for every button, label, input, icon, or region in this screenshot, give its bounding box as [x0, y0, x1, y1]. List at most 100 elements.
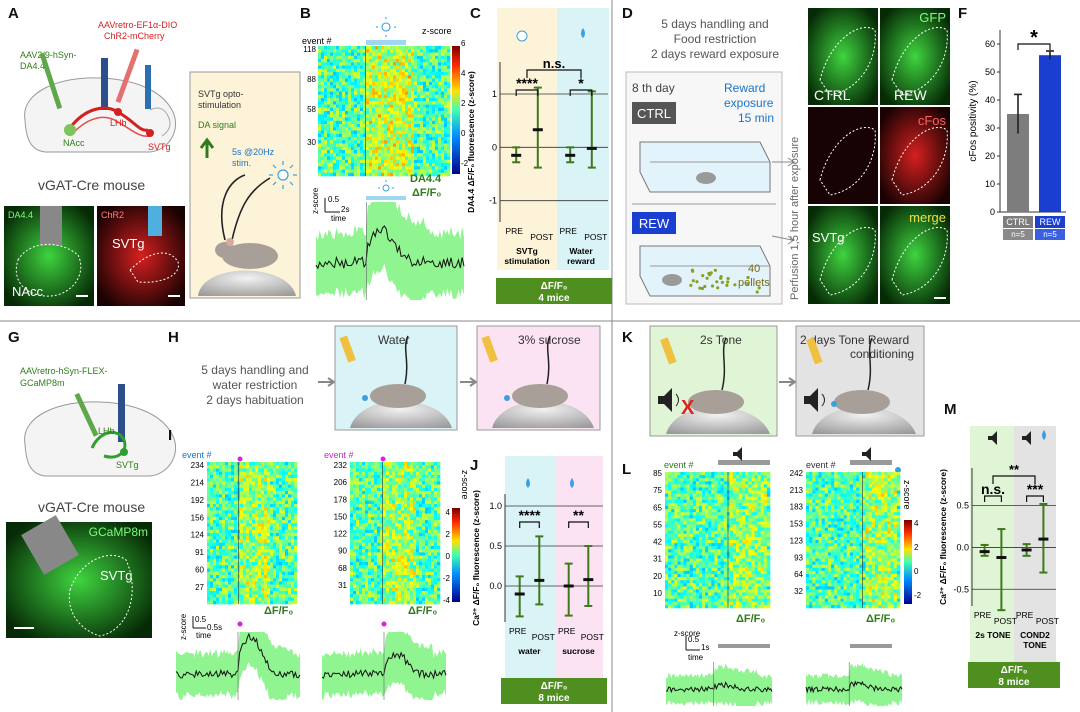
- heatmap-cell: [366, 133, 370, 138]
- heatmap-cell: [362, 462, 366, 466]
- heatmap-cell: [377, 575, 381, 579]
- heatmap-cell: [390, 78, 394, 82]
- heatmap-cell: [368, 513, 372, 518]
- heatmap-cell: [419, 584, 423, 589]
- heatmap-cell: [438, 114, 442, 118]
- heatmap-cell: [401, 481, 405, 485]
- heatmap-cell: [255, 529, 259, 534]
- heatmap-cell: [425, 571, 429, 576]
- heatmap-cell: [413, 568, 417, 572]
- heatmap-cell: [392, 510, 396, 514]
- heatmap-cell: [435, 133, 439, 138]
- heatmap-cell: [327, 68, 331, 73]
- heatmap-cell: [249, 504, 253, 508]
- heatmap-cell: [431, 545, 435, 550]
- heatmap-cell: [255, 468, 259, 472]
- virus-green-line1: AAV2/9-hSyn-: [20, 50, 76, 60]
- heatmap-cell: [434, 584, 438, 589]
- heatmap-cell: [377, 462, 381, 466]
- heatmap-cell: [231, 545, 235, 550]
- heatmap-cell: [401, 526, 405, 530]
- heatmap-cell: [441, 91, 445, 95]
- heatmap-cell: [366, 156, 370, 160]
- heatmap-cell: [294, 471, 298, 476]
- heatmap-cell: [243, 484, 247, 489]
- heatmap-cell: [351, 163, 355, 167]
- heatmap-cell: [392, 549, 396, 553]
- heatmap-cell: [386, 523, 390, 527]
- heatmap-cell: [723, 472, 728, 476]
- heatmap-cell: [405, 88, 409, 92]
- heatmap-cell: [351, 55, 355, 60]
- heatmap-cell: [384, 114, 388, 118]
- heatmap-cell: [428, 484, 432, 489]
- heatmap-cell: [396, 143, 400, 147]
- heatmap-cell: [441, 81, 445, 86]
- heatmap-cell: [377, 584, 381, 589]
- heatmap-cell: [375, 52, 379, 56]
- heatmap-cell: [423, 52, 427, 56]
- heatmap-cell: [276, 507, 280, 511]
- heatmap-cell: [428, 600, 432, 605]
- heatmap-cell: [228, 465, 232, 469]
- heatmap-cell: [243, 491, 247, 495]
- heatmap-cell: [405, 166, 409, 170]
- heatmap-cell: [389, 555, 393, 560]
- heatmap-cell: [291, 575, 295, 579]
- heatmap-cell: [395, 562, 399, 566]
- heatmap-cell: [279, 465, 283, 469]
- heatmap-cell: [252, 491, 256, 495]
- heatmap-cell: [386, 487, 390, 492]
- heatmap-cell: [279, 484, 283, 489]
- heatmap-cell: [327, 104, 331, 108]
- heatmap-cell: [357, 140, 361, 144]
- i-row-left-2: 214: [191, 478, 205, 487]
- panel-b-letter: B: [300, 5, 311, 22]
- heatmap-cell: [279, 497, 283, 501]
- heatmap-cell: [414, 124, 418, 128]
- heatmap-cell: [683, 472, 687, 476]
- heatmap-cell: [249, 471, 253, 476]
- heatmap-cell: [420, 127, 424, 131]
- heatmap-cell: [243, 542, 247, 547]
- heatmap-cell: [386, 516, 390, 521]
- heatmap-cell: [357, 98, 361, 102]
- heatmap-cell: [225, 497, 229, 501]
- heatmap-cell: [291, 510, 295, 514]
- heatmap-cell: [354, 65, 358, 69]
- heatmap-cell: [362, 471, 366, 476]
- heatmap-cell: [395, 545, 399, 550]
- heatmap-cell: [273, 513, 277, 518]
- heatmap-cell: [425, 487, 429, 492]
- d-header-3: 2 days reward exposure: [651, 47, 779, 61]
- heatmap-cell: [398, 575, 402, 579]
- heatmap-cell: [419, 565, 423, 569]
- heatmap-cell: [222, 510, 226, 514]
- heatmap-cell: [246, 487, 250, 492]
- heatmap-cell: [354, 68, 358, 73]
- heatmap-cell: [407, 478, 411, 482]
- heatmap-cell: [387, 166, 391, 170]
- heatmap-cell: [246, 558, 250, 563]
- heatmap-cell: [383, 507, 387, 511]
- heatmap-cell: [389, 578, 393, 582]
- heatmap-cell: [267, 558, 271, 563]
- heatmap-cell: [419, 591, 423, 595]
- panel-e: E GFP CTRL REW cFos SVTg merge: [808, 5, 950, 304]
- heatmap-cell: [393, 120, 397, 125]
- heatmap-cell: [401, 491, 405, 495]
- heatmap-cell: [291, 484, 295, 489]
- l-speaker-icon-left: [733, 447, 742, 461]
- heatmap-cell: [345, 78, 349, 82]
- heatmap-cell: [353, 523, 357, 527]
- heatmap-cell: [426, 163, 430, 167]
- chart-f-ytick: 20: [985, 151, 995, 161]
- heatmap-cell: [375, 159, 379, 164]
- heatmap-cell: [368, 497, 372, 501]
- heatmap-cell: [357, 127, 361, 131]
- heatmap-cell: [423, 98, 427, 102]
- heatmap-cell: [368, 468, 372, 472]
- heatmap-cell: [390, 169, 394, 173]
- heatmap-cell: [414, 163, 418, 167]
- heatmap-cell: [434, 552, 438, 556]
